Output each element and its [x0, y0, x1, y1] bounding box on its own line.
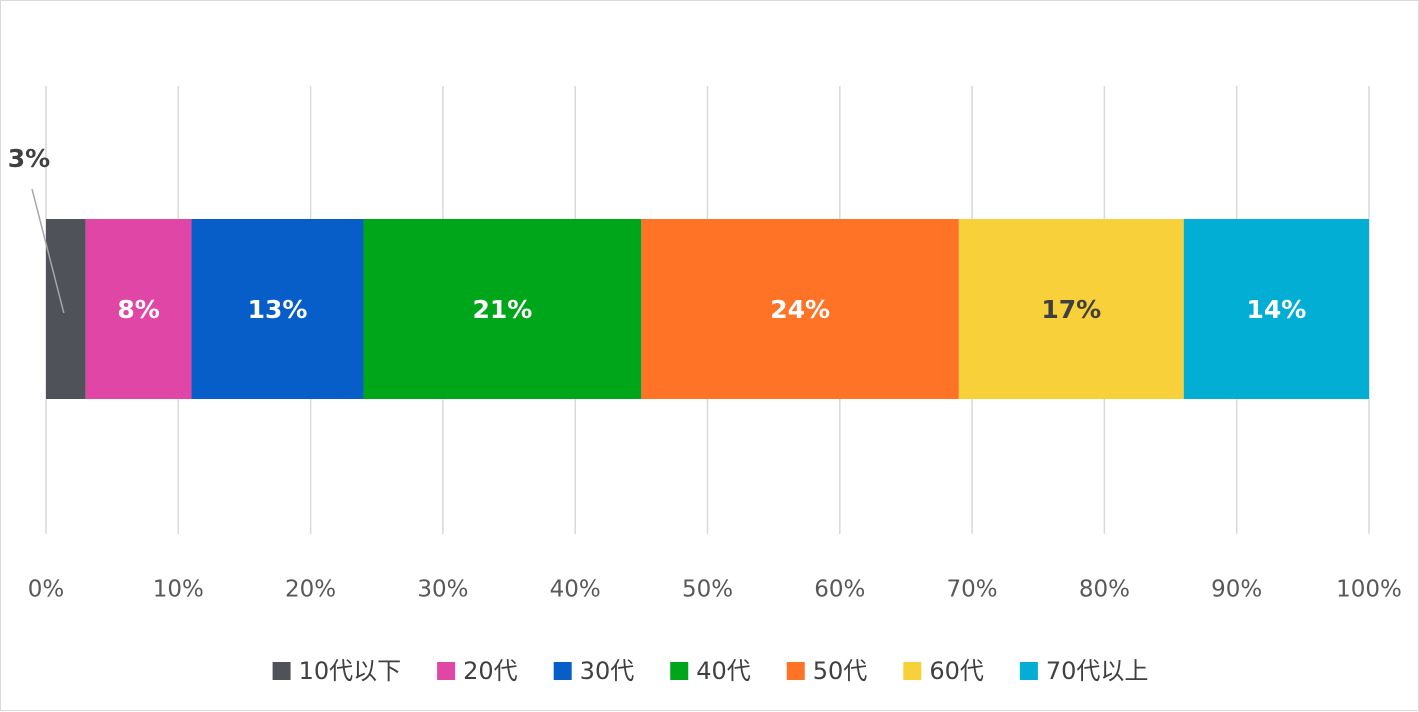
legend-label: 70代以上: [1046, 657, 1149, 685]
x-tick-label: 80%: [1079, 577, 1130, 603]
legend-label: 20代: [463, 657, 518, 685]
data-label: 21%: [473, 295, 533, 324]
legend-swatch: [553, 662, 572, 680]
legend-label: 50代: [813, 657, 868, 685]
legend-swatch: [272, 662, 291, 680]
data-label: 14%: [1246, 295, 1306, 324]
legend-swatch: [786, 662, 805, 680]
x-tick-label: 90%: [1211, 577, 1262, 603]
x-tick-label: 30%: [417, 577, 468, 603]
legend-swatch: [437, 662, 456, 680]
legend-item: 40代: [670, 657, 751, 685]
x-axis: 0% 10% 20% 30% 40% 50% 60% 70% 80% 90% 100%: [28, 577, 1402, 603]
bar-segment: [363, 219, 642, 399]
legend-item: 60代: [903, 657, 984, 685]
x-tick-label: 0%: [28, 577, 65, 603]
bar-segment: [191, 219, 364, 399]
legend-item: 70代以上: [1019, 657, 1149, 685]
x-tick-label: 20%: [285, 577, 336, 603]
legend-swatch: [903, 662, 922, 680]
x-tick-label: 100%: [1336, 577, 1402, 603]
data-labels: 3% 8% 13% 21% 24% 17% 14%: [8, 144, 1307, 324]
bar-segment: [958, 219, 1184, 399]
legend-label: 10代以下: [299, 657, 402, 685]
x-tick-label: 40%: [550, 577, 601, 603]
data-label: 8%: [117, 295, 159, 324]
label-leader-line: [31, 188, 65, 314]
legend-swatch: [670, 662, 689, 680]
legend-label: 30代: [580, 657, 635, 685]
bar-segment: [1183, 219, 1369, 399]
bar-segment: [641, 219, 959, 399]
x-tick-label: 10%: [153, 577, 204, 603]
legend-label: 60代: [929, 657, 984, 685]
legend: 10代以下 20代 30代 40代 50代 60代 70代以上: [272, 657, 1149, 685]
legend-swatch: [1019, 662, 1038, 680]
bar-segments: [46, 219, 1369, 399]
data-label: 24%: [770, 295, 830, 324]
legend-item: 30代: [553, 657, 635, 685]
bar-segment: [85, 219, 192, 399]
x-tick-label: 60%: [814, 577, 865, 603]
legend-item: 20代: [437, 657, 518, 685]
x-tick-label: 50%: [682, 577, 733, 603]
data-label: 17%: [1041, 295, 1101, 324]
data-label: 3%: [8, 144, 50, 173]
legend-label: 40代: [696, 657, 751, 685]
legend-item: 50代: [786, 657, 868, 685]
data-label: 13%: [248, 295, 308, 324]
bar-segment: [46, 219, 86, 399]
legend-item: 10代以下: [272, 657, 402, 685]
x-tick-label: 70%: [947, 577, 998, 603]
